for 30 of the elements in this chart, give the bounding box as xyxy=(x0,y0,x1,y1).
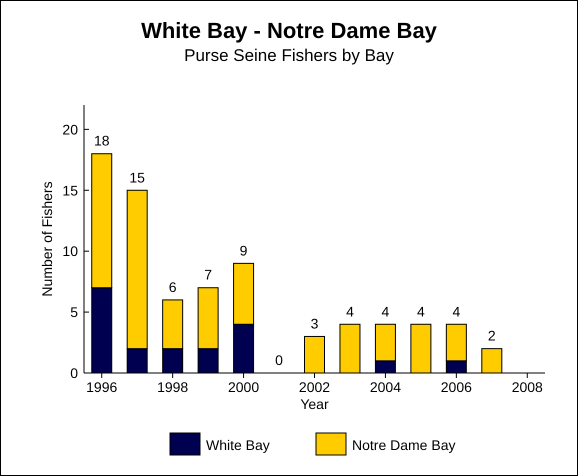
total-label: 7 xyxy=(204,266,212,283)
total-label: 2 xyxy=(488,328,496,344)
total-label: 9 xyxy=(240,242,248,258)
total-label: 4 xyxy=(346,303,354,320)
y-tick-label: 10 xyxy=(62,243,78,260)
y-tick-label: 20 xyxy=(62,121,78,138)
total-label: 6 xyxy=(168,278,177,295)
total-label: 0 xyxy=(275,352,284,368)
y-axis-title: Number of Fishers xyxy=(39,181,55,297)
total-label: 4 xyxy=(452,303,460,320)
x-tick-label: 1996 xyxy=(86,379,118,395)
total-label: 4 xyxy=(416,303,425,320)
legend-label: White Bay xyxy=(206,437,270,453)
x-tick-label: 2004 xyxy=(370,379,402,395)
x-tick-label: 2002 xyxy=(298,379,330,395)
x-tick-label: 1998 xyxy=(157,379,188,395)
x-tick-label: 2006 xyxy=(440,379,472,395)
y-tick-label: 0 xyxy=(70,365,78,381)
total-label: 3 xyxy=(310,315,319,332)
total-label: 18 xyxy=(94,132,110,149)
total-label: 4 xyxy=(382,303,390,320)
chart-title: White Bay - Notre Dame Bay xyxy=(141,18,438,43)
x-axis-title: Year xyxy=(300,396,329,412)
legend-label: Notre Dame Bay xyxy=(352,437,456,453)
x-tick-label: 2008 xyxy=(512,379,544,395)
y-tick-label: 5 xyxy=(70,304,78,320)
total-label: 15 xyxy=(129,169,146,186)
chart-subtitle: Purse Seine Fishers by Bay xyxy=(184,46,394,65)
y-tick-label: 15 xyxy=(62,182,78,198)
x-tick-label: 2000 xyxy=(228,379,260,395)
